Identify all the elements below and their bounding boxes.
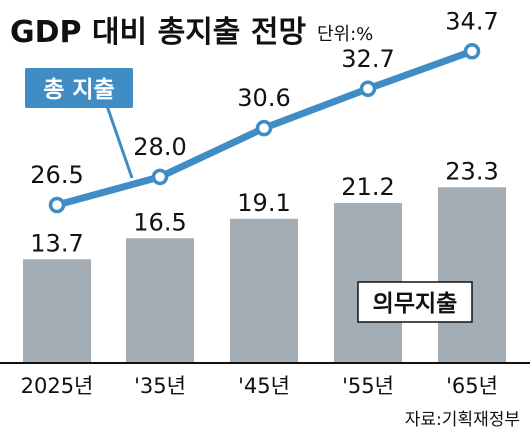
x-tick-label: '45년 [238,374,290,398]
line-point [463,43,481,60]
line-value-labels: 26.5 28.0 30.6 32.7 34.7 [30,7,498,189]
x-tick-label: 2025년 [21,374,94,398]
line-value-label: 32.7 [341,45,394,73]
bar-legend-box [357,281,473,323]
line-series [48,43,481,214]
bar [230,218,298,362]
x-tick-labels: 2025년 '35년 '45년 '55년 '65년 [21,374,498,398]
line-legend-box [25,68,133,108]
bar-value-label: 23.3 [445,157,498,185]
line-value-label: 30.6 [237,84,290,112]
line-value-label: 28.0 [133,133,186,161]
x-tick-label: '35년 [134,374,186,398]
bar-legend-label: 의무지출 [373,291,458,317]
x-tick-label: '65년 [446,374,498,398]
line-value-label: 34.7 [445,7,498,35]
bar-value-labels: 13.7 16.5 19.1 21.2 23.3 [30,157,498,257]
unit-label: 단위:% [317,24,373,45]
line-point [151,168,169,186]
bar-value-label: 16.5 [133,208,186,236]
source-label: 자료:기획재정부 [405,410,520,430]
x-tick-label: '55년 [342,374,394,398]
bar-value-label: 19.1 [237,189,290,217]
chart-title: GDP 대비 총지출 전망 [10,15,306,50]
bar [126,238,194,362]
line-point [255,119,273,137]
bar [23,259,91,362]
line-value-label: 26.5 [30,161,83,189]
bar [438,187,506,362]
line-legend-label: 총 지출 [43,77,115,103]
bar-value-label: 13.7 [30,229,83,257]
line-legend-pointer [103,99,134,179]
line-point [48,196,66,214]
line-point [359,80,377,97]
bar-value-label: 21.2 [341,173,394,201]
bar-series [23,187,506,362]
